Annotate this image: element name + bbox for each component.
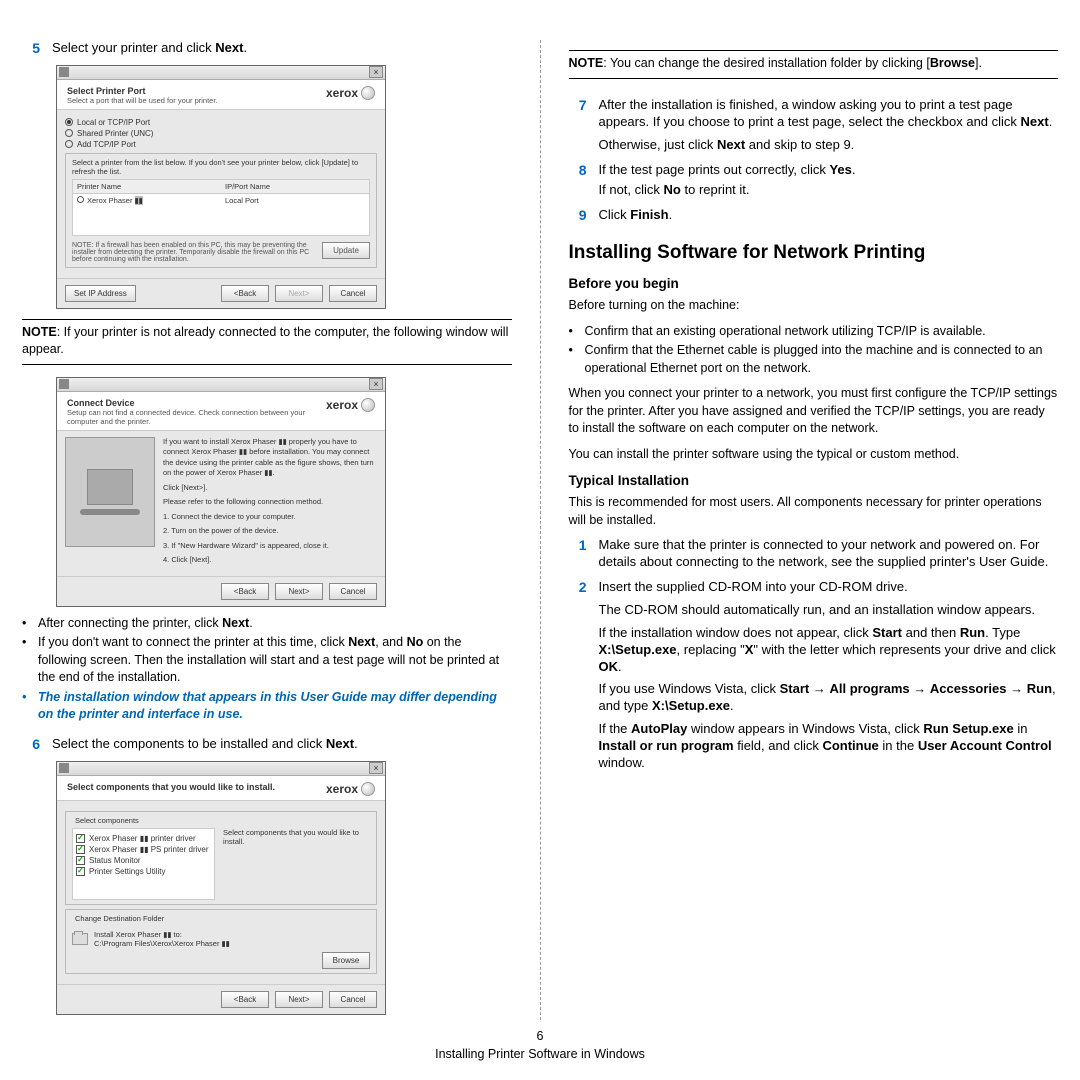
back-button[interactable]: <Back bbox=[221, 285, 269, 302]
step-5: 5 Select your printer and click Next. bbox=[22, 40, 512, 57]
step-number: 9 bbox=[569, 207, 587, 224]
printer-illustration bbox=[65, 437, 155, 547]
dialog-subtitle: Setup can not find a connected device. C… bbox=[67, 408, 326, 426]
dialog-select-components: × Select components that you would like … bbox=[56, 761, 386, 1015]
paragraph: When you connect your printer to a netwo… bbox=[569, 385, 1059, 438]
column-divider bbox=[540, 40, 541, 1020]
check-ps-driver[interactable]: ✓Xerox Phaser ▮▮ PS printer driver bbox=[76, 845, 211, 854]
xerox-logo: xerox bbox=[326, 398, 375, 412]
dialog-title: Select components that you would like to… bbox=[67, 782, 275, 792]
folder-icon bbox=[72, 933, 88, 945]
left-column: 5 Select your printer and click Next. × … bbox=[22, 40, 512, 1020]
note-text: NOTE: You can change the desired install… bbox=[569, 55, 1059, 72]
step-text: Select your printer and click Next. bbox=[52, 40, 512, 57]
cancel-button[interactable]: Cancel bbox=[329, 285, 377, 302]
back-button[interactable]: <Back bbox=[221, 991, 269, 1008]
cancel-button[interactable]: Cancel bbox=[329, 991, 377, 1008]
destination-fieldset: Change Destination Folder Install Xerox … bbox=[65, 909, 377, 974]
subsection-before-you-begin: Before you begin bbox=[569, 276, 1059, 291]
app-icon bbox=[59, 379, 69, 389]
step-number: 1 bbox=[569, 537, 587, 571]
step-text: Select the components to be installed an… bbox=[52, 736, 512, 753]
close-icon[interactable]: × bbox=[369, 66, 383, 78]
paragraph: This is recommended for most users. All … bbox=[569, 494, 1059, 529]
app-icon bbox=[59, 763, 69, 773]
dialog-subtitle: Select a port that will be used for your… bbox=[67, 96, 218, 105]
step-2: 2 Insert the supplied CD-ROM into your C… bbox=[569, 579, 1059, 772]
next-button[interactable]: Next> bbox=[275, 991, 323, 1008]
xerox-logo: xerox bbox=[326, 782, 375, 796]
printer-list-fieldset: Select a printer from the list below. If… bbox=[65, 153, 377, 268]
xerox-logo: xerox bbox=[326, 86, 375, 100]
check-settings-utility[interactable]: ✓Printer Settings Utility bbox=[76, 867, 211, 876]
right-column: NOTE: You can change the desired install… bbox=[569, 40, 1059, 1020]
app-icon bbox=[59, 67, 69, 77]
check-status-monitor[interactable]: ✓Status Monitor bbox=[76, 856, 211, 865]
radio-local[interactable]: Local or TCP/IP Port bbox=[65, 118, 377, 127]
printer-table: Printer NameIP/Port Name Xerox Phaser ▮▮… bbox=[72, 179, 370, 236]
step-number: 7 bbox=[569, 97, 587, 154]
back-button[interactable]: <Back bbox=[221, 583, 269, 600]
close-icon[interactable]: × bbox=[369, 762, 383, 774]
dialog-title: Select Printer Port bbox=[67, 86, 218, 96]
update-button[interactable]: Update bbox=[322, 242, 370, 259]
table-row[interactable]: Xerox Phaser ▮▮Local Port bbox=[73, 194, 369, 207]
step-9: 9 Click Finish. bbox=[569, 207, 1059, 224]
page-number: 6 bbox=[22, 1027, 1058, 1046]
dialog-title: Connect Device bbox=[67, 398, 326, 408]
close-icon[interactable]: × bbox=[369, 378, 383, 390]
bullet-list: •After connecting the printer, click Nex… bbox=[22, 615, 512, 724]
step-6: 6 Select the components to be installed … bbox=[22, 736, 512, 753]
dialog-titlebar: × bbox=[57, 66, 385, 80]
step-number: 8 bbox=[569, 162, 587, 200]
step-8: 8 If the test page prints out correctly,… bbox=[569, 162, 1059, 200]
dialog-select-printer-port: × Select Printer Port Select a port that… bbox=[56, 65, 386, 309]
check-driver[interactable]: ✓Xerox Phaser ▮▮ printer driver bbox=[76, 834, 211, 843]
next-button[interactable]: Next> bbox=[275, 583, 323, 600]
browse-button[interactable]: Browse bbox=[322, 952, 370, 969]
step-number: 5 bbox=[22, 40, 40, 57]
paragraph: Before turning on the machine: bbox=[569, 297, 1059, 315]
footer-title: Installing Printer Software in Windows bbox=[22, 1045, 1058, 1064]
section-heading: Installing Software for Network Printing bbox=[569, 242, 1059, 264]
step-7: 7 After the installation is finished, a … bbox=[569, 97, 1059, 154]
destination-path: C:\Program Files\Xerox\Xerox Phaser ▮▮ bbox=[94, 939, 370, 948]
set-ip-button[interactable]: Set IP Address bbox=[65, 285, 136, 302]
next-button[interactable]: Next> bbox=[275, 285, 323, 302]
dialog-connect-device: × Connect Device Setup can not find a co… bbox=[56, 377, 386, 607]
radio-shared[interactable]: Shared Printer (UNC) bbox=[65, 129, 377, 138]
paragraph: You can install the printer software usi… bbox=[569, 446, 1059, 464]
page-footer: 6 Installing Printer Software in Windows bbox=[22, 1027, 1058, 1065]
subsection-typical-installation: Typical Installation bbox=[569, 473, 1059, 488]
dialog-header: Select Printer Port Select a port that w… bbox=[57, 80, 385, 110]
note-text: NOTE: If your printer is not already con… bbox=[22, 324, 512, 358]
cancel-button[interactable]: Cancel bbox=[329, 583, 377, 600]
step-number: 2 bbox=[569, 579, 587, 772]
radio-addtcp[interactable]: Add TCP/IP Port bbox=[65, 140, 377, 149]
components-fieldset: Select components ✓Xerox Phaser ▮▮ print… bbox=[65, 811, 377, 905]
step-number: 6 bbox=[22, 736, 40, 753]
step-1: 1 Make sure that the printer is connecte… bbox=[569, 537, 1059, 571]
